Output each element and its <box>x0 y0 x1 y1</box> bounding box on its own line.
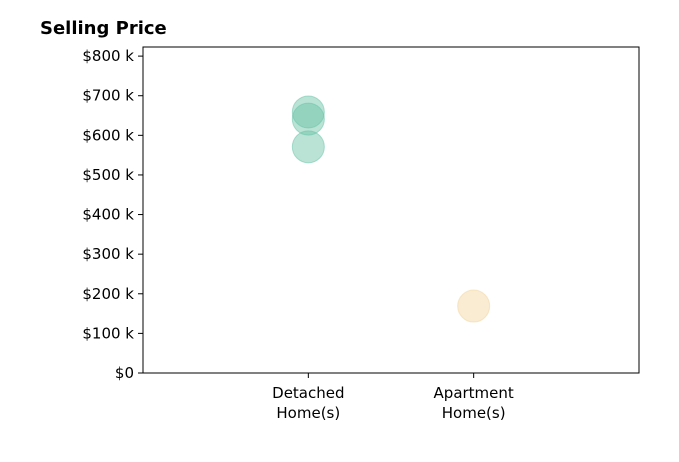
y-tick-label: $100 k <box>82 324 134 342</box>
point <box>291 130 325 164</box>
y-tick-label: $600 k <box>82 126 134 144</box>
y-tick-label: $800 k <box>82 47 134 65</box>
y-tick-label: $700 k <box>82 87 134 105</box>
x-tick-label: Detached Home(s) <box>272 384 344 422</box>
plot-frame <box>142 46 640 374</box>
point <box>291 102 325 136</box>
y-tick-label: $400 k <box>82 206 134 224</box>
point <box>457 289 491 323</box>
chart-title: Selling Price <box>40 18 167 39</box>
y-tick-label: $500 k <box>82 166 134 184</box>
y-tick-label: $0 <box>115 364 134 382</box>
x-tick-label: Apartment Home(s) <box>434 384 514 422</box>
y-tick-label: $300 k <box>82 245 134 263</box>
point <box>291 95 325 129</box>
y-tick-label: $200 k <box>82 285 134 303</box>
